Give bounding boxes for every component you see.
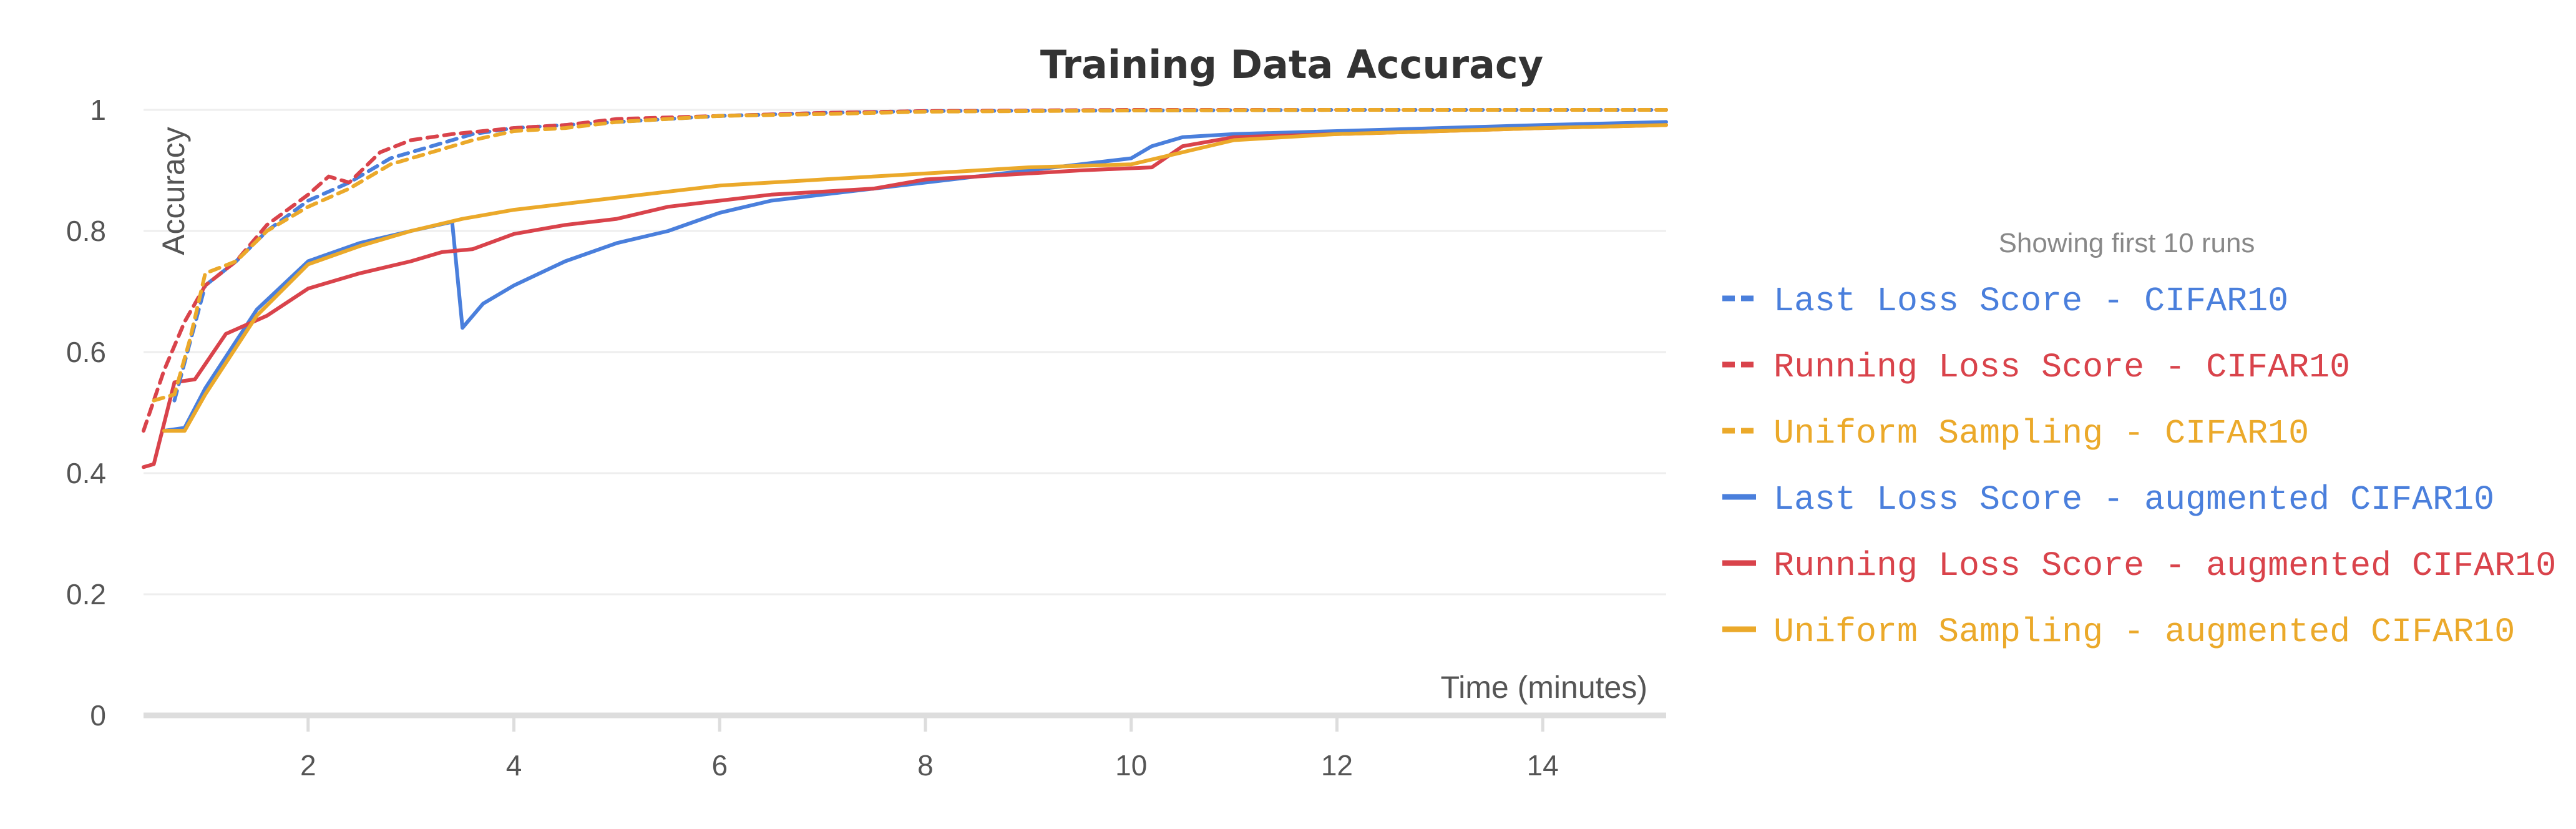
y-axis-ticks: 0 0.2 0.4 0.6 0.8 1 — [66, 94, 106, 732]
x-tick-label: 4 — [506, 749, 522, 782]
y-tick-label: 1 — [90, 94, 106, 126]
x-tick-label: 2 — [300, 749, 316, 782]
y-tick-label: 0 — [90, 699, 106, 732]
x-tick-label: 10 — [1115, 749, 1147, 782]
series-line-3 — [152, 108, 1668, 403]
chart-title: Training Data Accuracy — [1040, 42, 1543, 87]
series-line-6 — [162, 123, 1668, 433]
y-tick-label: 0.4 — [66, 457, 106, 489]
x-tick-label: 14 — [1527, 749, 1559, 782]
series-line-5 — [142, 123, 1668, 469]
legend-title: Showing first 10 runs — [1999, 228, 2255, 258]
series-lines — [142, 108, 1668, 469]
series-line-4 — [162, 120, 1668, 433]
series-line-1 — [172, 108, 1668, 403]
legend-label: Uniform Sampling - CIFAR10 — [1773, 414, 2309, 453]
y-tick-label: 0.2 — [66, 578, 106, 611]
legend-label: Running Loss Score - CIFAR10 — [1773, 348, 2350, 387]
y-tick-label: 0.8 — [66, 215, 106, 247]
x-tick-label: 8 — [917, 749, 934, 782]
x-tick-label: 12 — [1321, 749, 1353, 782]
x-axis-title: Time (minutes) — [1440, 670, 1647, 705]
x-axis-ticks: 2 4 6 8 10 12 14 — [300, 715, 1559, 782]
legend-label: Running Loss Score - augmented CIFAR10 — [1773, 546, 2556, 586]
y-axis-title: Accuracy — [156, 127, 191, 255]
x-tick-label: 6 — [711, 749, 728, 782]
legend-label: Uniform Sampling - augmented CIFAR10 — [1773, 612, 2515, 652]
y-tick-label: 0.6 — [66, 336, 106, 368]
legend-label: Last Loss Score - CIFAR10 — [1773, 282, 2288, 321]
legend: Last Loss Score - CIFAR10 Running Loss Sc… — [1722, 282, 2556, 652]
legend-label: Last Loss Score - augmented CIFAR10 — [1773, 480, 2494, 519]
